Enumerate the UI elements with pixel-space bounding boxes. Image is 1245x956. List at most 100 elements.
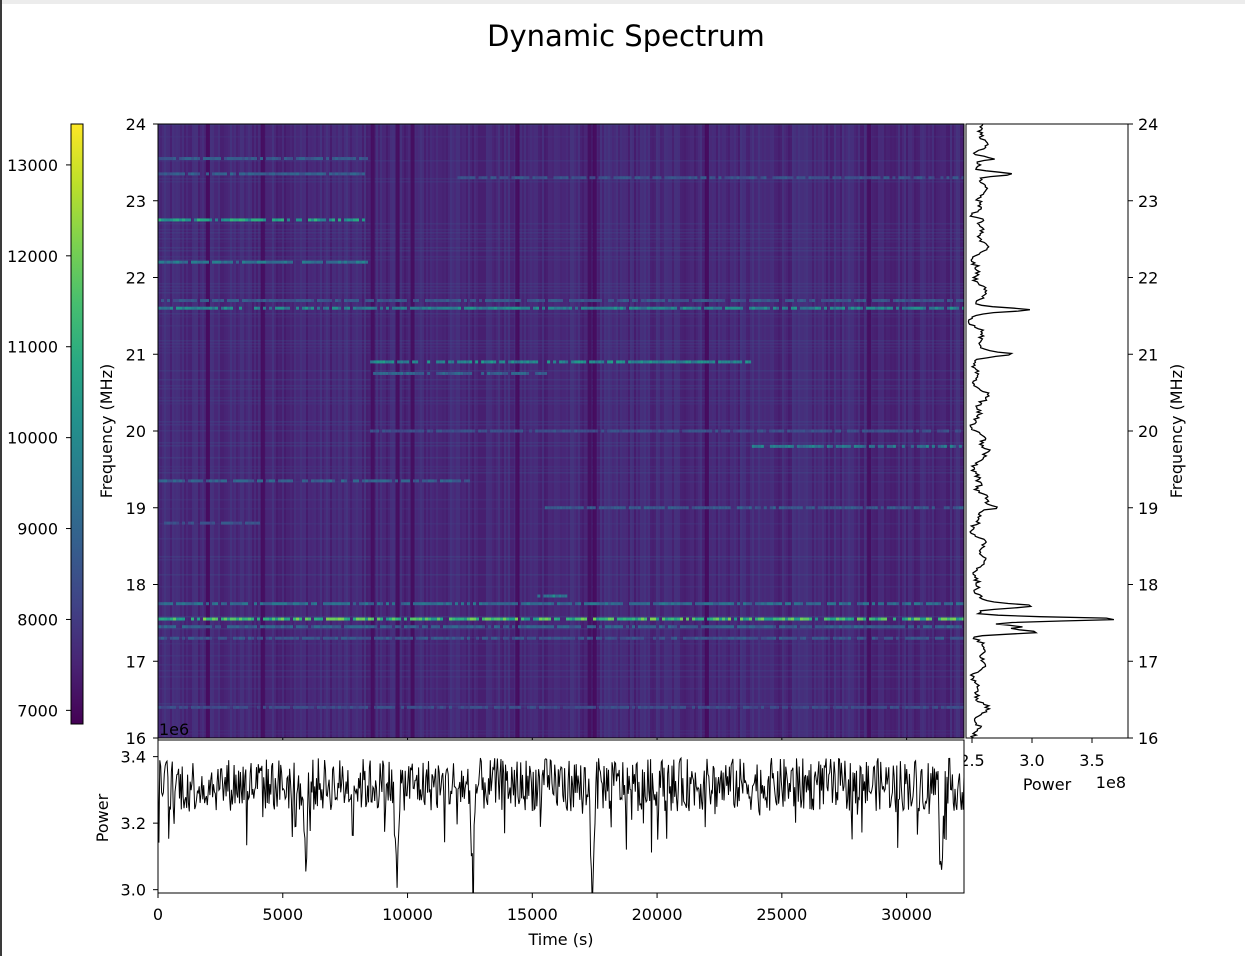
- heatmap-band-cell: [481, 429, 485, 433]
- heatmap-dark-stripe: [260, 124, 265, 738]
- heatmap-band-cell: [920, 299, 923, 303]
- heatmap-band-cell: [823, 506, 827, 510]
- heatmap-band-cell: [683, 636, 686, 640]
- heatmap-band-cell: [686, 625, 689, 629]
- heatmap-band-cell: [362, 625, 365, 629]
- heatmap-band-cell: [182, 260, 185, 264]
- heatmap-column: [174, 124, 176, 738]
- heatmap-band-cell: [520, 371, 524, 375]
- heatmap-row: [158, 292, 964, 294]
- heatmap-band-cell: [782, 636, 785, 640]
- heatmap-band-cell: [691, 176, 695, 180]
- heatmap-band-cell: [818, 705, 821, 709]
- heatmap-band-cell: [922, 429, 926, 433]
- heatmap-band-cell: [703, 429, 707, 433]
- heatmap-band-cell: [941, 617, 944, 621]
- heatmap-band-cell: [712, 360, 716, 364]
- heatmap-band-cell: [182, 636, 185, 640]
- heatmap-band-cell: [920, 636, 923, 640]
- heatmap-column: [318, 124, 320, 738]
- heatmap-band-cell: [389, 705, 392, 709]
- heatmap-band-cell: [943, 444, 947, 448]
- heatmap-band-cell: [224, 617, 227, 621]
- heatmap-band-cell: [514, 360, 518, 364]
- heatmap-band-cell: [925, 506, 929, 510]
- heatmap-band-cell: [269, 602, 272, 606]
- heatmap-band-cell: [608, 602, 611, 606]
- timeseries-y-ticks: 3.03.23.4: [121, 748, 158, 900]
- heatmap-band-cell: [698, 705, 701, 709]
- heatmap-band-cell: [746, 636, 749, 640]
- heatmap-band-cell: [557, 602, 560, 606]
- heatmap-column: [756, 124, 758, 738]
- heatmap-band-cell: [467, 306, 470, 310]
- heatmap-band-cell: [428, 479, 431, 483]
- heatmap-band-cell: [305, 260, 308, 264]
- heatmap-band-cell: [278, 260, 281, 264]
- heatmap-band-cell: [362, 260, 365, 264]
- heatmap-band-cell: [545, 705, 548, 709]
- heatmap-band-cell: [836, 306, 839, 310]
- heatmap-band-cell: [491, 636, 494, 640]
- heatmap-band-cell: [533, 602, 536, 606]
- heatmap-band-cell: [890, 602, 893, 606]
- heatmap-row: [158, 247, 964, 249]
- timeseries-y-tick-label: 3.4: [121, 748, 146, 767]
- heatmap-band-cell: [380, 617, 383, 621]
- heatmap-band-cell: [757, 429, 761, 433]
- heatmap-band-cell: [958, 444, 962, 448]
- heatmap-band-cell: [365, 157, 368, 161]
- heatmap-band-cell: [935, 636, 938, 640]
- heatmap-band-cell: [386, 306, 389, 310]
- heatmap-column: [216, 124, 218, 738]
- heatmap-band-cell: [479, 306, 482, 310]
- heatmap-band-cell: [179, 306, 182, 310]
- heatmap-band-cell: [959, 602, 962, 606]
- heatmap-band-cell: [266, 172, 269, 176]
- heatmap-band-cell: [667, 176, 671, 180]
- heatmap-band-cell: [871, 429, 875, 433]
- heatmap-band-cell: [469, 371, 473, 375]
- heatmap-band-cell: [731, 299, 734, 303]
- heatmap-band-cell: [380, 479, 383, 483]
- heatmap-band-cell: [845, 602, 848, 606]
- heatmap-band-cell: [335, 617, 338, 621]
- heatmap-band-cell: [347, 172, 350, 176]
- heatmap-band-cell: [683, 625, 686, 629]
- heatmap-band-cell: [296, 705, 299, 709]
- heatmap-band-cell: [947, 306, 950, 310]
- heatmap-band-cell: [209, 521, 212, 525]
- heatmap-row: [158, 706, 964, 708]
- heatmap-band-cell: [380, 625, 383, 629]
- heatmap-band-cell: [158, 602, 161, 606]
- heatmap-band-cell: [239, 617, 242, 621]
- heatmap-band-cell: [892, 176, 896, 180]
- heatmap-band-cell: [667, 506, 671, 510]
- heatmap-band-cell: [695, 306, 698, 310]
- heatmap-band-cell: [875, 299, 878, 303]
- heatmap-band-cell: [581, 636, 584, 640]
- heatmap-band-cell: [442, 371, 446, 375]
- heatmap-band-cell: [458, 617, 461, 621]
- heatmap-band-cell: [715, 506, 719, 510]
- heatmap-column: [834, 124, 836, 738]
- heatmap-band-cell: [784, 506, 788, 510]
- heatmap-band-cell: [589, 429, 593, 433]
- heatmap-band-cell: [926, 625, 929, 629]
- heatmap-band-cell: [794, 602, 797, 606]
- heatmap-band-cell: [173, 617, 176, 621]
- heatmap-band-cell: [188, 157, 191, 161]
- heatmap-band-cell: [502, 176, 506, 180]
- heatmap-band-cell: [716, 306, 719, 310]
- heatmap-column: [308, 124, 310, 738]
- heatmap-band-cell: [808, 506, 812, 510]
- heatmap-band-cell: [490, 371, 494, 375]
- heatmap-band-cell: [755, 299, 758, 303]
- heatmap-band-cell: [635, 602, 638, 606]
- heatmap-band-cell: [230, 602, 233, 606]
- heatmap-band-cell: [407, 705, 410, 709]
- heatmap-column: [266, 124, 268, 738]
- heatmap-band-cell: [871, 444, 875, 448]
- heatmap-band-cell: [541, 429, 545, 433]
